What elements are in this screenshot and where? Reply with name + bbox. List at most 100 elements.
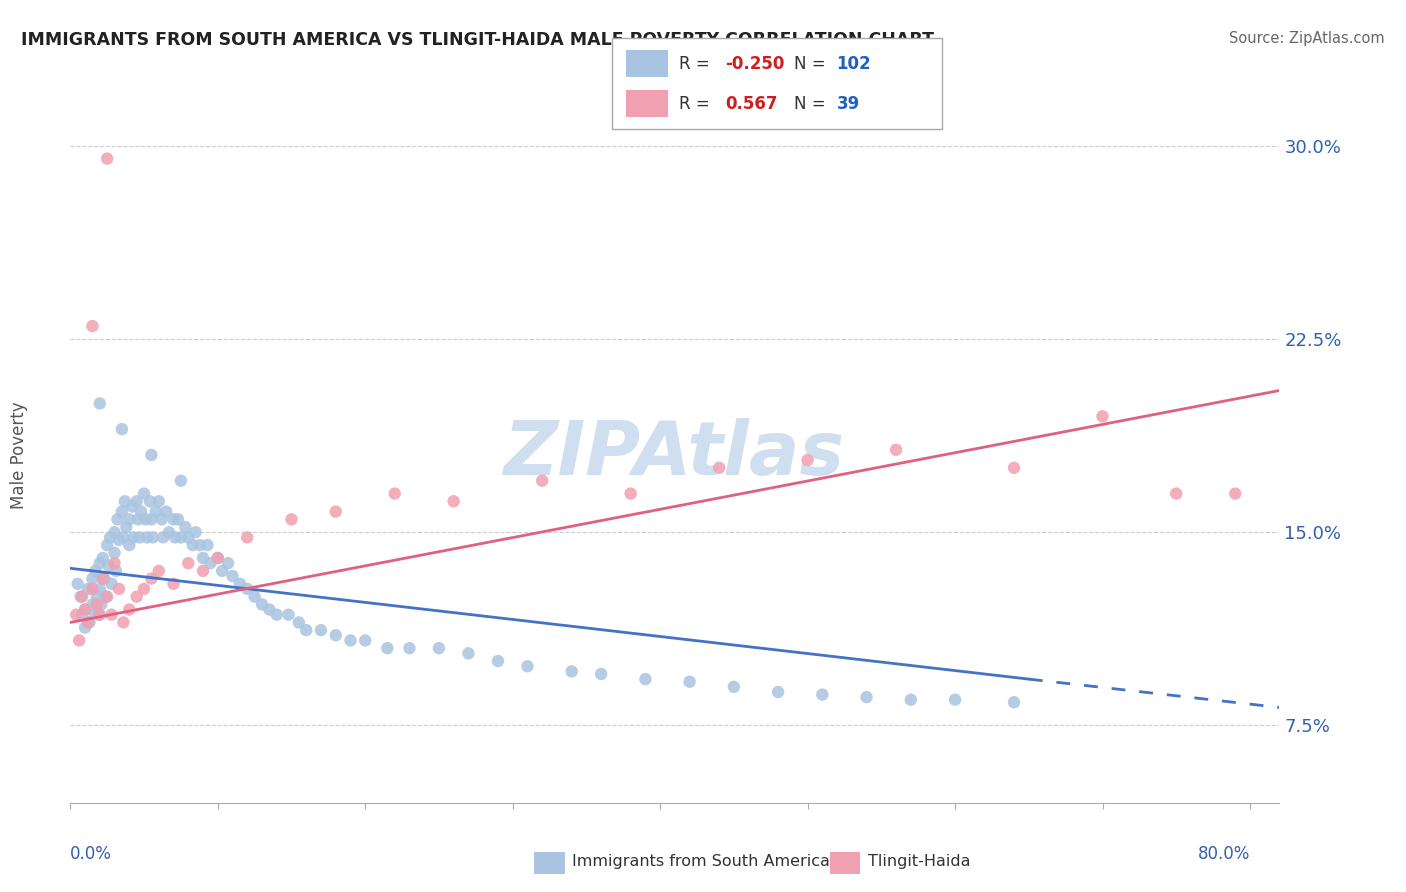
Point [129,505,152,519]
Text: 0.0%: 0.0% [70,846,112,863]
Point [86,590,108,604]
Point [211,564,233,578]
Text: 39: 39 [837,95,860,113]
Point [118,538,141,552]
Point [82,572,104,586]
Point [155,505,177,519]
Point [207,551,229,566]
Point [152,530,174,544]
Point [67,633,90,648]
Point [375,641,398,656]
Point [280,512,302,526]
Point [259,602,281,616]
Text: 102: 102 [837,54,872,73]
Point [98,530,121,544]
Point [142,530,165,544]
Point [325,505,347,519]
Point [148,494,170,508]
Point [82,598,104,612]
Point [66,576,89,591]
Point [443,494,465,508]
Point [723,680,745,694]
Point [170,530,193,544]
Point [181,538,204,552]
Point [243,590,266,604]
Point [678,674,700,689]
Point [141,512,163,526]
Point [87,607,110,622]
Point [79,615,101,630]
Point [96,538,118,552]
Point [184,525,207,540]
Point [139,494,162,508]
Point [266,607,288,622]
Point [531,474,554,488]
Point [69,590,91,604]
Point [77,615,100,630]
Point [384,486,406,500]
Point [288,615,311,630]
Text: N =: N = [794,54,825,73]
Point [943,692,966,706]
Point [132,582,155,596]
Text: ZIPAtlas: ZIPAtlas [505,418,845,491]
Point [70,590,93,604]
Point [93,572,115,586]
Point [112,615,135,630]
Point [111,422,134,436]
Point [191,564,214,578]
Text: Immigrants from South America: Immigrants from South America [572,855,830,869]
Point [277,607,299,622]
Point [1002,695,1025,709]
Point [100,607,122,622]
Text: IMMIGRANTS FROM SOUTH AMERICA VS TLINGIT-HAIDA MALE POVERTY CORRELATION CHART: IMMIGRANTS FROM SOUTH AMERICA VS TLINGIT… [21,31,934,49]
Point [150,512,173,526]
Point [103,525,125,540]
Text: N =: N = [794,95,825,113]
Point [309,623,332,637]
Point [229,576,252,591]
Text: R =: R = [679,54,710,73]
Point [884,442,907,457]
Point [108,533,131,547]
Point [236,530,259,544]
Point [90,598,112,612]
Point [167,512,190,526]
Point [96,590,118,604]
Point [295,623,318,637]
Point [427,641,450,656]
Point [398,641,420,656]
Point [83,605,105,619]
Point [900,692,922,706]
Point [70,607,93,622]
Point [620,486,643,500]
Point [141,572,163,586]
Point [207,551,229,566]
Point [96,152,118,166]
Text: 80.0%: 80.0% [1198,846,1250,863]
Point [114,494,136,508]
Point [103,546,125,560]
Point [103,556,125,570]
Point [127,512,149,526]
Point [486,654,509,668]
Text: Source: ZipAtlas.com: Source: ZipAtlas.com [1229,31,1385,46]
Point [1091,409,1114,424]
Point [191,551,214,566]
Point [217,556,239,570]
Point [89,607,111,622]
Point [174,520,197,534]
Point [89,582,111,596]
Point [134,512,156,526]
Point [65,607,87,622]
Point [157,525,180,540]
Point [121,500,143,514]
Point [105,564,128,578]
Point [107,512,129,526]
Point [561,665,583,679]
Point [188,538,211,552]
Point [236,582,259,596]
Point [634,672,657,686]
Point [97,558,120,573]
Point [94,590,117,604]
